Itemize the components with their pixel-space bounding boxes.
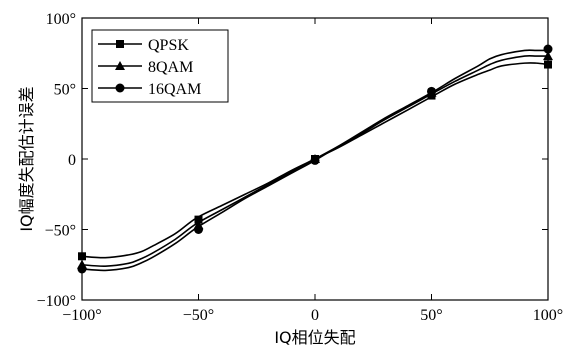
x-axis-title: IQ相位失配: [274, 328, 355, 347]
legend-marker-16qam: [115, 83, 125, 93]
data-point-16qam: [427, 86, 436, 96]
data-point-8qam: [543, 51, 553, 61]
legend-label-16qam: 16QAM: [148, 81, 201, 98]
x-tick-label: −100°: [62, 307, 101, 324]
data-point-qpsk: [194, 215, 203, 224]
series-markers: [77, 44, 553, 274]
axis-ticks: −100° −50° 0 50° 100° −100° −50° 0 50° 100°: [37, 11, 564, 324]
y-tick-label: −50°: [45, 223, 76, 240]
data-point-qpsk: [78, 252, 86, 261]
x-tick-label: −50°: [183, 307, 214, 324]
series-lines: [81, 49, 549, 272]
x-tick-label: 100°: [533, 307, 563, 324]
y-tick-label: −100°: [37, 293, 76, 310]
data-point-16qam: [77, 264, 87, 274]
x-tick-label: 0: [311, 307, 319, 324]
y-tick-label: 0: [68, 152, 76, 169]
y-tick-label: 50°: [54, 82, 76, 99]
data-point-16qam: [543, 44, 553, 54]
data-point-16qam: [310, 155, 320, 165]
legend-label-qpsk: QPSK: [148, 37, 189, 54]
y-tick-label: 100°: [46, 11, 76, 28]
data-point-16qam: [194, 225, 203, 234]
legend-marker-8qam: [115, 61, 125, 70]
legend-label-8qam: 8QAM: [148, 59, 193, 76]
legend-marker-qpsk: [116, 40, 124, 48]
legend: QPSK 8QAM 16QAM: [91, 29, 229, 103]
x-tick-label: 50°: [420, 307, 442, 324]
data-point-qpsk: [544, 60, 552, 69]
series-line-16qam: [81, 49, 548, 272]
y-axis-title: IQ幅度失配估计误差: [17, 86, 36, 231]
